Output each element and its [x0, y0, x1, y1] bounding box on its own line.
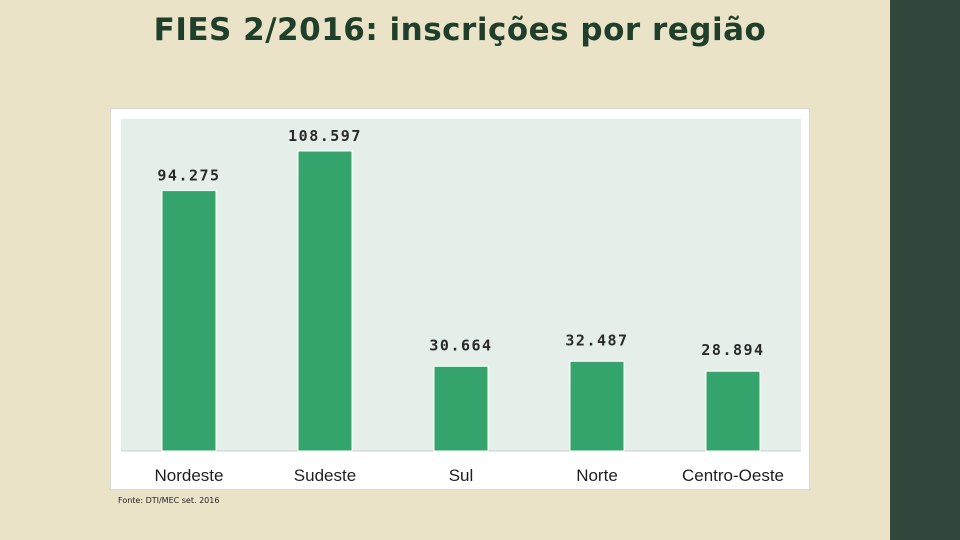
- slide-title: FIES 2/2016: inscrições por região: [153, 12, 767, 48]
- category-labels-layer: Nordeste Sudeste Sul Norte Centro-Oeste: [155, 466, 785, 485]
- chart-frame: 94.275 108.597 30.664 32.487 28.894 Nordeste…: [110, 108, 810, 490]
- category-label: Sul: [449, 466, 474, 485]
- bar-sudeste: [297, 150, 353, 452]
- bars-layer: [161, 150, 761, 452]
- bar-norte: [569, 360, 625, 452]
- category-label: Centro-Oeste: [682, 466, 784, 485]
- bar-chart: 94.275 108.597 30.664 32.487 28.894 Nordeste…: [121, 119, 801, 485]
- data-labels-layer: 94.275 108.597 30.664 32.487 28.894: [157, 127, 764, 359]
- data-label: 108.597: [288, 127, 362, 145]
- bar-nordeste: [161, 190, 217, 452]
- category-label: Norte: [576, 466, 618, 485]
- data-label: 32.487: [565, 331, 628, 349]
- source-note: Fonte: DTI/MEC set. 2016: [118, 496, 220, 505]
- data-label: 28.894: [701, 341, 764, 359]
- category-label: Sudeste: [294, 466, 356, 485]
- bar-sul: [433, 365, 489, 452]
- category-label: Nordeste: [155, 466, 224, 485]
- bar-centro-oeste: [705, 370, 761, 452]
- side-band: [890, 0, 960, 540]
- data-label: 30.664: [429, 336, 492, 354]
- data-label: 94.275: [157, 167, 220, 185]
